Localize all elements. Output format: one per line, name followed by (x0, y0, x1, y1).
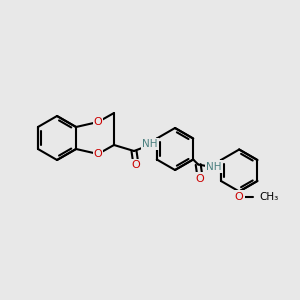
Text: CH₃: CH₃ (259, 191, 278, 202)
Text: O: O (132, 160, 140, 170)
Text: NH: NH (206, 161, 222, 172)
Text: O: O (94, 117, 102, 127)
Text: O: O (196, 173, 205, 184)
Text: O: O (235, 191, 244, 202)
Text: NH: NH (142, 139, 158, 149)
Text: O: O (94, 149, 102, 159)
